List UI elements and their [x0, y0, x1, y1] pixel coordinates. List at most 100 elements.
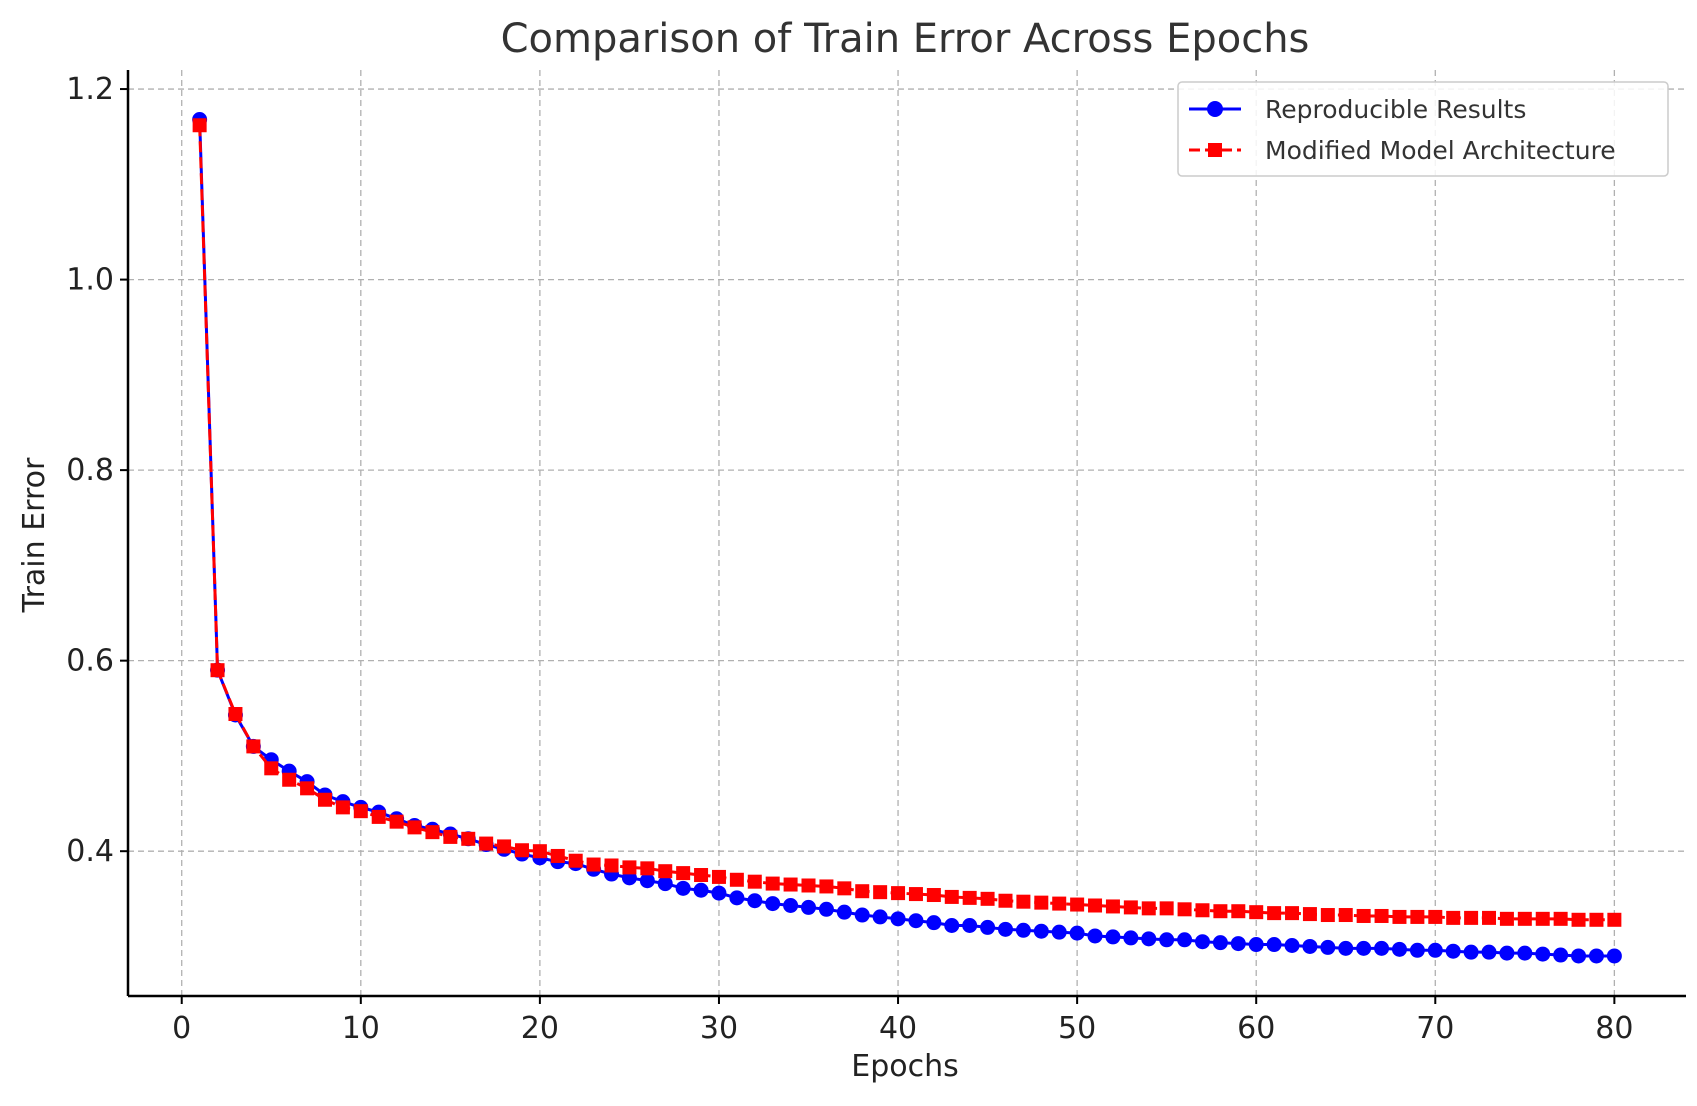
data-point-reproducible-results: [926, 915, 942, 931]
data-point-reproducible-results: [1177, 932, 1193, 948]
data-point-modified-model-architecture: [729, 872, 744, 887]
series-modified-model-architecture: [192, 118, 1622, 927]
x-tick-label: 30: [700, 1011, 738, 1046]
data-point-modified-model-architecture: [479, 836, 494, 851]
data-point-modified-model-architecture: [855, 884, 870, 899]
data-point-reproducible-results: [1499, 945, 1515, 961]
y-tick-label: 1.2: [66, 72, 114, 107]
data-point-modified-model-architecture: [783, 877, 798, 892]
x-axis-label: Epochs: [851, 1049, 959, 1084]
data-point-modified-model-architecture: [1249, 905, 1264, 920]
legend-frame: [1177, 81, 1669, 177]
data-point-modified-model-architecture: [461, 831, 476, 846]
x-tick-label: 10: [342, 1011, 380, 1046]
data-point-modified-model-architecture: [1446, 910, 1461, 925]
x-tick-label: 80: [1595, 1011, 1633, 1046]
data-point-modified-model-architecture: [443, 829, 458, 844]
data-point-reproducible-results: [1051, 924, 1067, 940]
data-point-reproducible-results: [1069, 925, 1085, 941]
legend-label-modified-model-architecture: Modified Model Architecture: [1265, 136, 1616, 165]
data-point-modified-model-architecture: [497, 839, 512, 854]
y-tick-label: 0.6: [66, 644, 114, 679]
data-point-reproducible-results: [1087, 928, 1103, 944]
data-point-modified-model-architecture: [1356, 908, 1371, 923]
data-point-reproducible-results: [1588, 948, 1604, 964]
data-point-reproducible-results: [1391, 941, 1407, 957]
data-point-modified-model-architecture: [407, 820, 422, 835]
data-point-modified-model-architecture: [1195, 903, 1210, 918]
data-point-reproducible-results: [639, 873, 655, 889]
data-point-modified-model-architecture: [1016, 894, 1031, 909]
chart-title: Comparison of Train Error Across Epochs: [501, 16, 1310, 62]
legend: Reproducible Results Modified Model Arch…: [1177, 81, 1669, 177]
data-point-reproducible-results: [693, 882, 709, 898]
data-point-reproducible-results: [908, 913, 924, 929]
data-point-modified-model-architecture: [586, 857, 601, 872]
data-point-modified-model-architecture: [1267, 906, 1282, 921]
data-point-reproducible-results: [765, 896, 781, 912]
y-axis-label: Train Error: [17, 457, 52, 613]
y-tick-label: 1.0: [66, 263, 114, 298]
data-point-reproducible-results: [1230, 936, 1246, 952]
data-point-modified-model-architecture: [1105, 899, 1120, 914]
data-point-modified-model-architecture: [532, 844, 547, 859]
data-point-modified-model-architecture: [1553, 911, 1568, 926]
data-point-reproducible-results: [1338, 940, 1354, 956]
data-point-modified-model-architecture: [300, 781, 315, 796]
data-point-modified-model-architecture: [980, 891, 995, 906]
data-point-reproducible-results: [1445, 943, 1461, 959]
data-point-reproducible-results: [1266, 937, 1282, 953]
data-point-reproducible-results: [1606, 948, 1622, 964]
data-point-modified-model-architecture: [1499, 911, 1514, 926]
data-point-modified-model-architecture: [1070, 897, 1085, 912]
data-point-reproducible-results: [657, 876, 673, 892]
legend-entry-modified-model-architecture: Modified Model Architecture: [1189, 136, 1616, 165]
data-point-reproducible-results: [1481, 944, 1497, 960]
data-point-modified-model-architecture: [1392, 909, 1407, 924]
data-point-reproducible-results: [1427, 942, 1443, 958]
data-point-reproducible-results: [1123, 930, 1139, 946]
y-tick-label: 0.4: [66, 834, 114, 869]
legend-marker-reproducible-results: [1207, 101, 1223, 117]
data-point-reproducible-results: [783, 897, 799, 913]
data-point-reproducible-results: [1356, 940, 1372, 956]
data-point-modified-model-architecture: [1535, 911, 1550, 926]
data-point-modified-model-architecture: [873, 885, 888, 900]
data-point-modified-model-architecture: [1410, 909, 1425, 924]
data-point-modified-model-architecture: [747, 874, 762, 889]
data-point-modified-model-architecture: [998, 893, 1013, 908]
data-point-reproducible-results: [872, 909, 888, 925]
data-point-modified-model-architecture: [1517, 911, 1532, 926]
data-point-modified-model-architecture: [1159, 901, 1174, 916]
data-point-modified-model-architecture: [264, 761, 279, 776]
data-point-modified-model-architecture: [1482, 910, 1497, 925]
data-point-modified-model-architecture: [210, 663, 225, 678]
data-point-modified-model-architecture: [1338, 908, 1353, 923]
data-point-modified-model-architecture: [837, 881, 852, 896]
data-point-modified-model-architecture: [622, 860, 637, 875]
data-point-modified-model-architecture: [819, 879, 834, 894]
series-layer: [192, 112, 1622, 964]
data-point-reproducible-results: [711, 885, 727, 901]
data-point-reproducible-results: [997, 921, 1013, 937]
data-point-modified-model-architecture: [1052, 896, 1067, 911]
data-point-modified-model-architecture: [1123, 900, 1138, 915]
data-point-reproducible-results: [1212, 935, 1228, 951]
data-point-modified-model-architecture: [353, 804, 368, 819]
data-point-reproducible-results: [980, 919, 996, 935]
data-point-reproducible-results: [1105, 929, 1121, 945]
data-point-modified-model-architecture: [335, 800, 350, 815]
y-tick-label: 0.8: [66, 453, 114, 488]
data-point-reproducible-results: [1571, 948, 1587, 964]
data-point-modified-model-architecture: [1320, 908, 1335, 923]
data-point-modified-model-architecture: [389, 814, 404, 829]
data-point-modified-model-architecture: [1088, 898, 1103, 913]
legend-entry-reproducible-results: Reproducible Results: [1189, 95, 1526, 124]
grid-layer: [128, 70, 1686, 996]
data-point-modified-model-architecture: [550, 848, 565, 863]
legend-marker-modified-model-architecture: [1208, 143, 1222, 157]
data-point-modified-model-architecture: [568, 853, 583, 868]
data-point-modified-model-architecture: [1231, 904, 1246, 919]
data-point-modified-model-architecture: [926, 888, 941, 903]
